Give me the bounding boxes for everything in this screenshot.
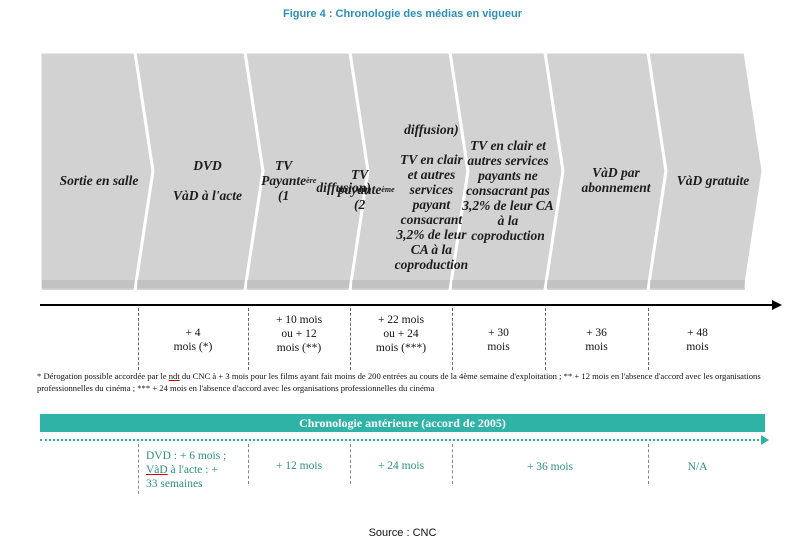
chevron-shade [352,280,450,290]
footnote: * Dérogation possible accordée par le nd… [37,371,761,393]
timeline-divider [452,308,453,370]
chevron-label-dvd: DVD VàD à l'acte [173,157,242,203]
prior-dvd-vad: DVD : + 6 mois ; VàD à l'acte : + 33 sem… [146,450,227,490]
delay-dvd: + 4 mois (*) [173,327,213,353]
delay-vad-gratuite: + 48 mois [686,327,709,353]
prior-tv-payante-1: + 12 mois [275,460,323,472]
delay-tv-payante-1: + 10 mois ou + 12 mois (**) [275,314,323,354]
delay-tv-clair: + 30 mois [487,327,510,353]
delay-vad-abonnement: + 36 mois [585,327,608,353]
chevron-shade [42,280,135,290]
chevron-shade [650,280,745,290]
prior-divider [248,444,249,484]
prior-tv-clair: + 36 mois [526,461,574,473]
chevron-shade [547,280,648,290]
prior-tv-payante-2: + 24 mois [377,460,425,472]
timeline-divider [248,308,249,370]
chevron-label-tv-clair: TV en clair et autres services payants n… [462,137,554,243]
chevron-label-tv-payante-1: TV Payante (1 ère diffusion) [261,157,371,203]
chevron-shade [452,280,545,290]
prior-vad: N/A [687,461,708,473]
chevron-shade [137,280,245,290]
prior-divider [452,444,453,484]
timeline-axis [40,304,775,306]
timeline-divider [648,308,649,370]
prior-divider [350,444,351,484]
figure-title: Figure 4 : Chronologie des médias en vig… [283,8,522,20]
timeline-divider [138,308,139,370]
chevron-strip [38,50,765,292]
timeline-arrowhead [772,300,782,310]
chevron-label-vad-abonnement: VàD par abonnement [581,165,651,195]
prior-timeline-line [40,439,763,441]
source-note: Source : CNC [368,527,437,539]
prior-divider [138,444,139,494]
timeline-divider [545,308,546,370]
chevron-label-tv-payante-2: TV payante (2 ème diffusion) TV en clair et a… [337,121,469,272]
chevron-label-vad-gratuite: VàD gratuite [676,172,750,188]
chevron-shade [247,280,350,290]
prior-chronology-bar: Chronologie antérieure (accord de 2005) [40,414,765,432]
prior-divider [648,444,649,484]
delay-tv-payante-2: + 22 mois ou + 24 mois (***) [375,314,427,354]
chevron-label-salle: Sortie en salle [59,172,139,188]
prior-timeline-arrowhead [761,435,769,445]
timeline-divider [350,308,351,370]
